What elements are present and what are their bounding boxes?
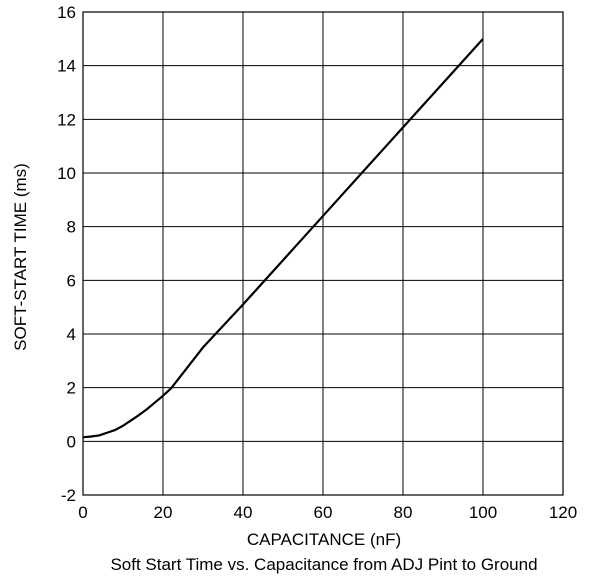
y-tick-labels: -2 0 2 4 6 8 10 12 14 16 <box>57 3 76 505</box>
x-tick-labels: 0 20 40 60 80 100 120 <box>78 503 577 522</box>
y-tick-label: 6 <box>67 271 76 290</box>
x-tick-label: 80 <box>394 503 413 522</box>
y-tick-label: 12 <box>57 110 76 129</box>
series-layer <box>82 38 484 439</box>
y-tick-label: 14 <box>57 57 76 76</box>
y-tick-label: 8 <box>67 218 76 237</box>
x-tick-label: 20 <box>154 503 173 522</box>
x-tick-label: 60 <box>314 503 333 522</box>
x-tick-label: 40 <box>234 503 253 522</box>
y-tick-label: 2 <box>67 379 76 398</box>
chart-caption: Soft Start Time vs. Capacitance from ADJ… <box>110 555 537 574</box>
x-tick-label: 0 <box>78 503 87 522</box>
y-axis-label: SOFT-START TIME (ms) <box>11 163 30 351</box>
grid <box>82 11 564 496</box>
y-tick-label: 10 <box>57 164 76 183</box>
x-axis-label: CAPACITANCE (nF) <box>247 530 401 549</box>
y-tick-label: 16 <box>57 3 76 22</box>
y-tick-label: 4 <box>67 325 76 344</box>
x-tick-label: 100 <box>469 503 497 522</box>
y-tick-label: 0 <box>67 432 76 451</box>
series-line <box>82 38 484 439</box>
y-tick-label: -2 <box>61 486 76 505</box>
x-tick-label: 120 <box>549 503 577 522</box>
plot-frame <box>82 11 564 496</box>
plot-border <box>82 11 564 496</box>
